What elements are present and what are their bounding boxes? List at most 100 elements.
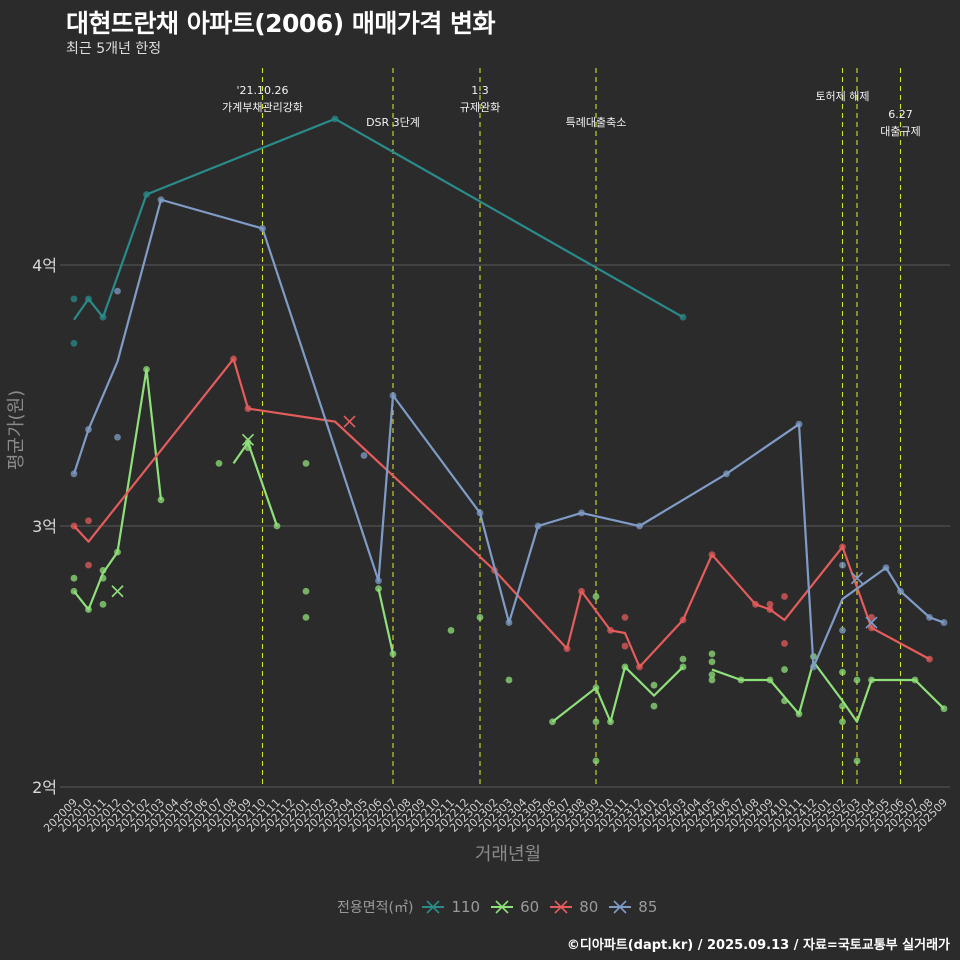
data-point-60 xyxy=(911,676,919,684)
legend-key-110-icon xyxy=(422,900,445,914)
data-point-60 xyxy=(607,718,614,726)
data-point-80 xyxy=(839,543,846,551)
data-point-85 xyxy=(926,613,933,621)
data-point-60 xyxy=(940,705,948,713)
data-point-60 xyxy=(650,702,658,710)
cross-marker-85 xyxy=(850,572,864,585)
legend-item-110: 110 xyxy=(421,898,480,916)
data-point-60 xyxy=(99,574,107,582)
data-point-60 xyxy=(302,459,310,467)
legend-item-85: 85 xyxy=(608,898,657,916)
legend-key-60-icon xyxy=(491,900,514,914)
data-point-60 xyxy=(853,757,861,765)
data-point-60 xyxy=(592,757,600,765)
data-point-80 xyxy=(766,600,774,608)
chart-title: 대현뜨란채 아파트(2006) 매매가격 변화 xyxy=(66,9,496,38)
data-point-60 xyxy=(549,718,556,726)
data-point-60 xyxy=(70,574,78,582)
legend-label-60: 60 xyxy=(520,898,540,916)
data-point-60 xyxy=(375,585,382,593)
data-point-60 xyxy=(839,702,846,710)
data-point-60 xyxy=(99,600,107,608)
data-point-60 xyxy=(592,718,600,726)
data-point-80 xyxy=(868,613,875,621)
data-point-80 xyxy=(70,522,78,530)
event-label: 1.3 xyxy=(471,84,489,97)
data-point-110 xyxy=(70,339,78,347)
data-point-85 xyxy=(114,433,121,441)
data-point-60 xyxy=(505,676,513,684)
data-point-85 xyxy=(839,561,846,569)
data-point-85 xyxy=(157,196,165,204)
y-tick-label: 4억 xyxy=(32,256,57,275)
data-point-110 xyxy=(679,313,687,321)
data-point-80 xyxy=(708,551,716,559)
data-point-110 xyxy=(99,313,107,321)
series-line-60 xyxy=(551,665,684,723)
cross-marker-60 xyxy=(111,585,124,598)
series-line-60 xyxy=(232,441,279,527)
data-point-85 xyxy=(795,420,803,428)
data-point-85 xyxy=(360,452,368,459)
data-point-110 xyxy=(70,295,78,303)
y-tick-label: 3억 xyxy=(32,517,57,536)
data-point-60 xyxy=(244,444,252,452)
data-point-85 xyxy=(259,225,266,232)
data-point-80 xyxy=(85,517,92,525)
data-point-60 xyxy=(592,684,600,692)
data-point-80 xyxy=(563,645,571,653)
data-point-80 xyxy=(781,640,788,647)
data-point-85 xyxy=(534,522,542,530)
data-point-85 xyxy=(70,470,78,478)
x-axis-title: 거래년월 xyxy=(475,844,541,865)
data-point-85 xyxy=(810,663,817,671)
cross-marker-80 xyxy=(343,415,356,428)
data-point-60 xyxy=(447,627,455,634)
data-point-85 xyxy=(114,287,121,295)
data-point-60 xyxy=(143,366,150,373)
data-point-60 xyxy=(708,650,716,658)
data-point-80 xyxy=(752,600,759,608)
data-point-85 xyxy=(940,619,948,626)
event-label: 토허제 해제 xyxy=(815,89,869,103)
y-axis-title: 평균가(원) xyxy=(6,390,27,470)
data-point-85 xyxy=(897,587,904,595)
data-point-80 xyxy=(244,405,252,412)
series-line-85 xyxy=(72,198,945,669)
series-line-60 xyxy=(377,588,395,655)
data-point-60 xyxy=(708,671,716,679)
legend-label-110: 110 xyxy=(451,898,481,916)
data-point-60 xyxy=(679,655,687,663)
data-point-60 xyxy=(650,681,658,689)
data-point-60 xyxy=(679,663,687,671)
data-point-60 xyxy=(273,522,281,530)
data-point-85 xyxy=(723,470,730,478)
data-point-60 xyxy=(781,697,788,705)
y-tick-label: 2억 xyxy=(32,778,57,797)
source-footer: ©디아파트(dapt.kr) / 2025.09.13 / 자료=국토교통부 실… xyxy=(566,938,950,953)
data-point-60 xyxy=(302,613,310,621)
data-point-60 xyxy=(70,587,78,595)
data-point-60 xyxy=(215,459,223,467)
event-label: 특례대출축소 xyxy=(566,116,627,129)
legend-title: 전용면적(㎡) xyxy=(337,900,414,916)
data-point-80 xyxy=(85,561,92,569)
data-point-85 xyxy=(882,564,890,572)
data-point-60 xyxy=(85,606,92,613)
data-point-80 xyxy=(636,663,643,671)
chart-subtitle: 최근 5개년 한정 xyxy=(66,41,162,57)
legend-label-85: 85 xyxy=(638,898,658,916)
data-point-60 xyxy=(592,593,600,600)
data-point-60 xyxy=(476,613,484,621)
data-point-110 xyxy=(331,115,339,123)
data-point-80 xyxy=(621,642,629,650)
data-point-85 xyxy=(505,619,513,626)
event-label: 가계부채관리강화 xyxy=(222,101,303,114)
data-point-60 xyxy=(839,718,846,726)
event-label: 대출규제 xyxy=(880,125,920,138)
data-point-80 xyxy=(781,593,788,600)
legend-item-60: 60 xyxy=(490,898,539,916)
data-point-80 xyxy=(607,627,614,634)
data-point-60 xyxy=(737,676,745,684)
